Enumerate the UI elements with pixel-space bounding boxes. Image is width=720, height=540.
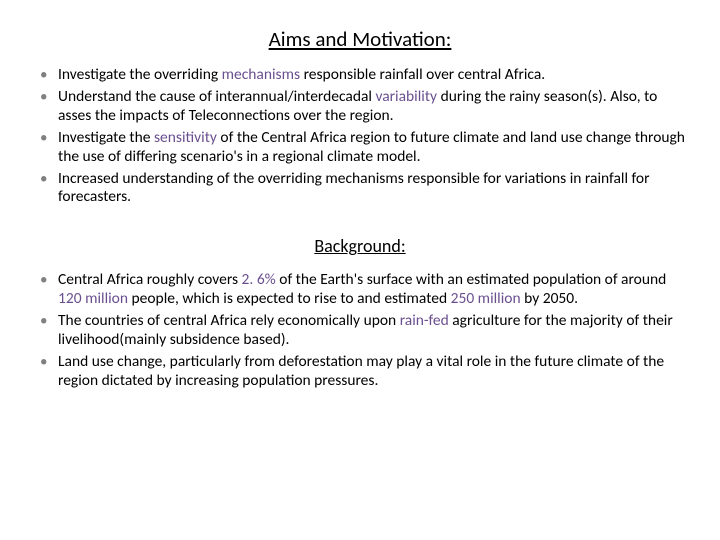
- highlight-text: 2. 6%: [242, 270, 280, 289]
- list-item: Central Africa roughly covers 2. 6% of t…: [38, 271, 690, 309]
- bullet-text: Increased understanding of the overridin…: [58, 169, 650, 207]
- highlight-text: 120 million: [58, 289, 132, 308]
- highlight-text: 250 million: [451, 289, 525, 308]
- slide: Aims and Motivation: Investigate the ove…: [0, 0, 720, 540]
- background-heading: Background:: [30, 235, 690, 257]
- bullet-text: Investigate the: [58, 128, 154, 147]
- aims-heading: Aims and Motivation:: [30, 26, 690, 52]
- list-item: Increased understanding of the overridin…: [38, 170, 690, 208]
- bullet-text: Land use change, particularly from defor…: [58, 352, 664, 390]
- bullet-text: The countries of central Africa rely eco…: [58, 311, 400, 330]
- bullet-text: Understand the cause of interannual/inte…: [58, 87, 375, 106]
- list-item: Understand the cause of interannual/inte…: [38, 88, 690, 126]
- list-item: Investigate the overriding mechanisms re…: [38, 66, 690, 85]
- list-item: The countries of central Africa rely eco…: [38, 312, 690, 350]
- highlight-text: mechanisms: [222, 65, 300, 84]
- aims-list: Investigate the overriding mechanisms re…: [30, 66, 690, 207]
- highlight-text: variability: [375, 87, 437, 106]
- bullet-text: Investigate the overriding: [58, 65, 222, 84]
- bullet-text: of the Earth's surface with an estimated…: [279, 270, 666, 289]
- bullet-text: responsible rainfall over central Africa…: [300, 65, 545, 84]
- bullet-text: Central Africa roughly covers: [58, 270, 242, 289]
- list-item: Land use change, particularly from defor…: [38, 353, 690, 391]
- bullet-text: people, which is expected to rise to and…: [132, 289, 451, 308]
- list-item: Investigate the sensitivity of the Centr…: [38, 129, 690, 167]
- bullet-text: by 2050.: [524, 289, 578, 308]
- highlight-text: rain-fed: [400, 311, 453, 330]
- background-list: Central Africa roughly covers 2. 6% of t…: [30, 271, 690, 390]
- highlight-text: sensitivity: [154, 128, 217, 147]
